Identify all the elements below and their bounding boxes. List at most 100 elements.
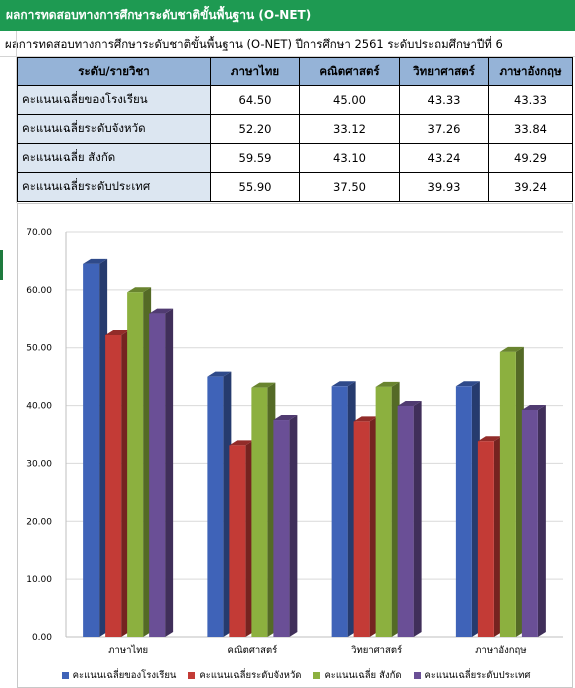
header-cell: คณิตศาสตร์ (299, 57, 400, 86)
bar (455, 386, 472, 637)
table-row: คะแนนเฉลี่ยระดับประเทศ 55.90 37.50 39.93… (17, 172, 573, 202)
table-row: คะแนนเฉลี่ย สังกัด 59.59 43.10 43.24 49.… (17, 143, 573, 173)
legend-item: คะแนนเฉลี่ยของโรงเรียน (61, 666, 177, 684)
bar-top (83, 258, 108, 264)
table-cell: 55.90 (210, 172, 300, 202)
table-cell: 37.26 (399, 114, 489, 144)
bar-top (207, 371, 232, 377)
table-cell: 49.29 (488, 143, 573, 173)
header-title: ผลการทดสอบทางการศึกษาระดับชาติขั้นพื้นฐา… (6, 8, 312, 22)
bar-top (105, 329, 130, 335)
header-cell: ภาษาอังกฤษ (488, 57, 573, 86)
bar-side (537, 404, 546, 637)
bar (149, 313, 166, 637)
chart-legend: คะแนนเฉลี่ยของโรงเรียน คะแนนเฉลี่ยระดับจั… (18, 666, 574, 684)
bar (105, 334, 122, 637)
legend-item: คะแนนเฉลี่ย สังกัด (313, 666, 402, 684)
bar-side (289, 415, 298, 637)
bar-top (455, 381, 480, 387)
table-cell: 64.50 (210, 85, 300, 115)
y-tick-label: 10.00 (26, 575, 52, 585)
table-cell: 43.24 (399, 143, 489, 173)
bar (331, 386, 348, 637)
bar-top (397, 400, 422, 406)
page-header: ผลการทดสอบทางการศึกษาระดับชาติขั้นพื้นฐา… (0, 0, 575, 31)
bar-top (149, 308, 174, 314)
legend-swatch (188, 671, 196, 679)
bar (353, 421, 370, 637)
legend-swatch (313, 671, 321, 679)
legend-swatch (61, 671, 69, 679)
bar-side (413, 400, 422, 637)
row-label: คะแนนเฉลี่ยของโรงเรียน (17, 85, 211, 115)
y-tick-label: 50.00 (26, 344, 52, 354)
table-cell: 37.50 (299, 172, 400, 202)
bar-top (521, 404, 546, 410)
legend-label: คะแนนเฉลี่ย สังกัด (324, 669, 402, 681)
row-label: คะแนนเฉลี่ยระดับจังหวัด (17, 114, 211, 144)
header-cell: วิทยาศาสตร์ (399, 57, 489, 86)
bar (499, 351, 516, 637)
bar-top (499, 346, 524, 352)
table-cell: 52.20 (210, 114, 300, 144)
table-cell: 43.33 (488, 85, 573, 115)
sheet-gridline (0, 56, 575, 57)
table-cell: 59.59 (210, 143, 300, 173)
bar (521, 409, 538, 637)
table-cell: 39.93 (399, 172, 489, 202)
bar-top (375, 381, 400, 387)
table-row: คะแนนเฉลี่ยของโรงเรียน 64.50 45.00 43.33… (17, 85, 573, 115)
row-label: คะแนนเฉลี่ย สังกัด (17, 143, 211, 173)
legend-label: คะแนนเฉลี่ยระดับประเทศ (424, 669, 531, 681)
legend-swatch (413, 671, 421, 679)
y-tick-label: 60.00 (26, 286, 52, 296)
bar-top (229, 440, 254, 446)
y-tick-label: 0.00 (32, 633, 52, 643)
y-tick-label: 40.00 (26, 402, 52, 412)
legend-label: คะแนนเฉลี่ยระดับจังหวัด (199, 669, 302, 681)
x-tick-label: ภาษาอังกฤษ (475, 645, 526, 656)
bar (477, 441, 494, 637)
table-cell: 43.33 (399, 85, 489, 115)
y-tick-label: 20.00 (26, 517, 52, 527)
row-label: คะแนนเฉลี่ยระดับประเทศ (17, 172, 211, 202)
y-tick-label: 70.00 (26, 228, 52, 238)
bar (273, 420, 290, 637)
bar (229, 445, 246, 637)
bar-top (127, 287, 152, 293)
table-row: คะแนนเฉลี่ยระดับจังหวัด 52.20 33.12 37.2… (17, 114, 573, 144)
bar-top (251, 382, 276, 388)
table-cell: 45.00 (299, 85, 400, 115)
bar-top (353, 416, 378, 422)
x-tick-label: ภาษาไทย (108, 644, 148, 656)
table-subtitle: ผลการทดสอบทางการศึกษาระดับชาติขั้นพื้นฐา… (5, 37, 503, 51)
table-cell: 33.12 (299, 114, 400, 144)
bar-side (165, 308, 174, 637)
chart-container[interactable]: 0.00 10.00 20.00 30.00 40.00 50.00 60.00 70.00 ภ… (17, 203, 573, 688)
legend-label: คะแนนเฉลี่ยของโรงเรียน (72, 669, 177, 681)
bar-chart: 0.00 10.00 20.00 30.00 40.00 50.00 60.00 70.00 ภ… (26, 228, 563, 656)
bar (127, 292, 144, 637)
table-cell: 39.24 (488, 172, 573, 202)
sheet-gridline (16, 31, 17, 203)
bar-top (331, 381, 356, 387)
bar-top (477, 436, 502, 442)
bar (375, 386, 392, 637)
legend-item: คะแนนเฉลี่ยระดับประเทศ (413, 666, 531, 684)
score-table: ระดับ/รายวิชา ภาษาไทย คณิตศาสตร์ วิทยาศา… (17, 57, 573, 202)
sheet-selection-marker (0, 250, 3, 280)
table-cell: 43.10 (299, 143, 400, 173)
bar (397, 405, 414, 637)
bar-top (273, 415, 298, 421)
table-header-row: ระดับ/รายวิชา ภาษาไทย คณิตศาสตร์ วิทยาศา… (17, 57, 573, 86)
bar (251, 387, 268, 637)
legend-item: คะแนนเฉลี่ยระดับจังหวัด (188, 666, 301, 684)
header-cell: ระดับ/รายวิชา (17, 57, 211, 86)
bar (207, 376, 224, 637)
header-cell: ภาษาไทย (210, 57, 300, 86)
table-cell: 33.84 (488, 114, 573, 144)
x-tick-label: คณิตศาสตร์ (227, 644, 277, 656)
x-tick-label: วิทยาศาสตร์ (350, 644, 402, 656)
bar (83, 263, 100, 637)
y-tick-label: 30.00 (26, 459, 52, 469)
